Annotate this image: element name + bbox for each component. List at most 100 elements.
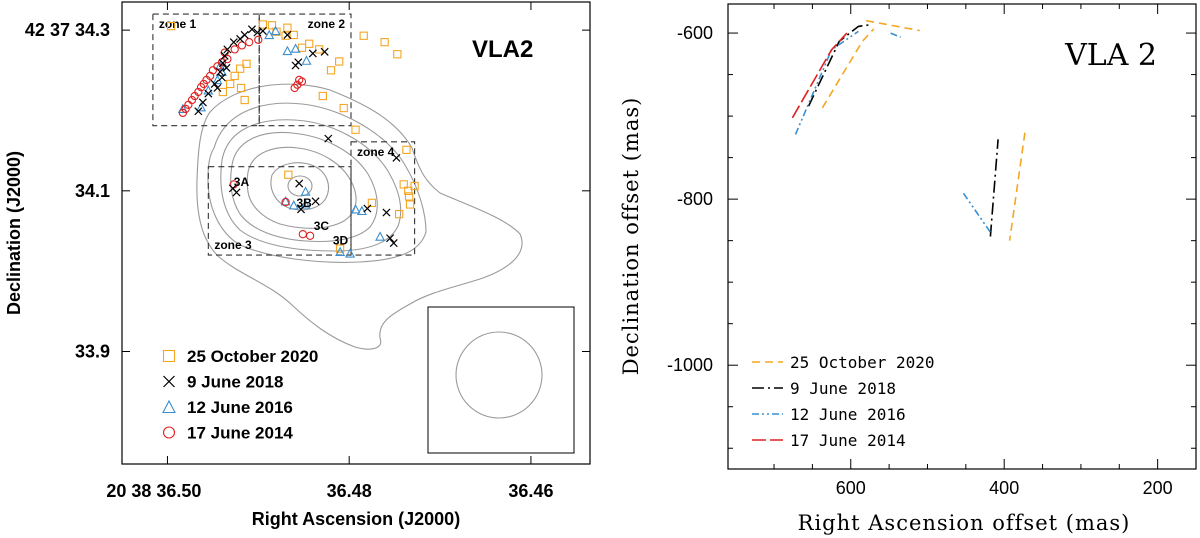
- right-title: VLA 2: [1064, 38, 1157, 73]
- series-line: [791, 32, 848, 119]
- data-point: [217, 73, 226, 82]
- data-point: [230, 71, 239, 81]
- data-point: [326, 66, 336, 75]
- source-label: 3B: [296, 196, 312, 210]
- zone-label: zone 4: [357, 145, 395, 159]
- y-axis-ticks: 42 37 34.3 34.1 33.9: [25, 20, 590, 362]
- x-tick-label: 600: [836, 478, 866, 498]
- data-point: [402, 145, 411, 154]
- data-point: [297, 77, 307, 86]
- data-point: [375, 231, 386, 241]
- x-tick-label: 36.46: [508, 481, 553, 501]
- y-tick-label: -1000: [667, 355, 713, 375]
- series-line: [1008, 132, 1026, 241]
- data-point: [240, 95, 249, 105]
- data-point: [284, 170, 293, 179]
- data-point: [300, 199, 311, 209]
- data-point: [305, 39, 314, 48]
- data-point: [320, 47, 329, 56]
- data-point: [318, 91, 327, 101]
- y-tick-label: -800: [677, 189, 713, 209]
- right-plot-frame: [727, 3, 1197, 470]
- legend-label: 12 June 2016: [790, 405, 906, 424]
- data-point: [308, 49, 317, 58]
- zone-label: zone 2: [308, 17, 346, 31]
- series-line: [865, 19, 920, 32]
- data-point: [223, 45, 232, 54]
- x-tick-label: 36.48: [327, 481, 372, 501]
- contour-level-7: [287, 175, 313, 197]
- left-title: VLA2: [472, 36, 533, 63]
- zone-label: zone 1: [159, 17, 197, 31]
- data-point: [339, 103, 348, 113]
- legend-label: 25 October 2020: [790, 353, 935, 372]
- data-point: [254, 35, 263, 44]
- data-point: [218, 87, 228, 97]
- data-point: [196, 101, 207, 112]
- beam-ellipse: [455, 331, 543, 419]
- source-label: 3A: [234, 175, 250, 189]
- right-legend: 25 October 2020 9 June 2018 12 June 2016 17…: [752, 353, 935, 450]
- left-plot-frame: [121, 1, 591, 465]
- contour-level-2: [207, 102, 427, 263]
- data-point: [166, 21, 176, 31]
- contour-map: [196, 83, 575, 454]
- data-point: [281, 197, 290, 207]
- contour-level-1: [196, 83, 523, 350]
- data-point: [235, 64, 245, 73]
- data-point: [350, 204, 361, 214]
- data-point: [258, 20, 268, 29]
- data-point: [359, 31, 368, 40]
- data-point: [162, 349, 176, 363]
- data-point: [194, 107, 203, 116]
- data-point: [245, 38, 254, 47]
- legend-label: 25 October 2020: [187, 347, 318, 366]
- legend-label: 17 June 2014: [187, 424, 293, 443]
- y-tick-label: -600: [677, 23, 713, 43]
- data-point: [301, 55, 312, 65]
- data-point: [386, 234, 395, 243]
- data-point: [410, 181, 419, 191]
- data-point: [351, 125, 360, 134]
- zone-boxes: zone 1 zone 2 zone 3 zone 4: [152, 13, 416, 256]
- data-point: [290, 83, 299, 93]
- data-point: [204, 89, 213, 98]
- data-point: [392, 153, 401, 162]
- series-line: [962, 192, 992, 233]
- data-point: [295, 179, 304, 188]
- data-point: [229, 38, 238, 47]
- contour-level-3: [220, 119, 402, 252]
- data-point: [311, 197, 320, 206]
- data-point: [300, 186, 311, 196]
- legend-label: 9 June 2018: [187, 373, 283, 392]
- data-point: [335, 246, 346, 257]
- left-legend: 25 October 2020 9 June 2018 12 June 2016 17…: [162, 347, 318, 443]
- proper-motion-lines: [791, 19, 1026, 241]
- data-point: [345, 248, 356, 258]
- series-line: [794, 30, 859, 135]
- data-point: [196, 83, 206, 92]
- source-label: 3D: [333, 234, 349, 248]
- data-point: [393, 50, 402, 59]
- y-axis-ticks: -600 -800 -1000: [667, 23, 1196, 449]
- legend-label: 12 June 2016: [187, 398, 293, 417]
- zone-box: [350, 141, 416, 256]
- data-point: [220, 51, 229, 60]
- zone-box: [207, 166, 352, 256]
- data-point: [395, 209, 404, 219]
- x-axis-ticks: 20 38 36.50 36.48 36.46: [106, 2, 553, 501]
- series-line: [989, 139, 999, 237]
- x-tick-label: 400: [989, 478, 1019, 498]
- right-y-axis-label: Declination offset (mas): [619, 97, 643, 376]
- y-tick-label: 33.9: [75, 342, 110, 362]
- x-tick-label: 20 38 36.50: [106, 481, 201, 501]
- data-point: [291, 61, 300, 70]
- data-point: [213, 83, 222, 92]
- contour-level-4: [230, 131, 378, 242]
- data-point: [162, 399, 176, 414]
- data-point: [399, 180, 408, 189]
- data-point: [380, 38, 389, 47]
- left-x-axis-label: Right Ascension (J2000): [252, 509, 460, 529]
